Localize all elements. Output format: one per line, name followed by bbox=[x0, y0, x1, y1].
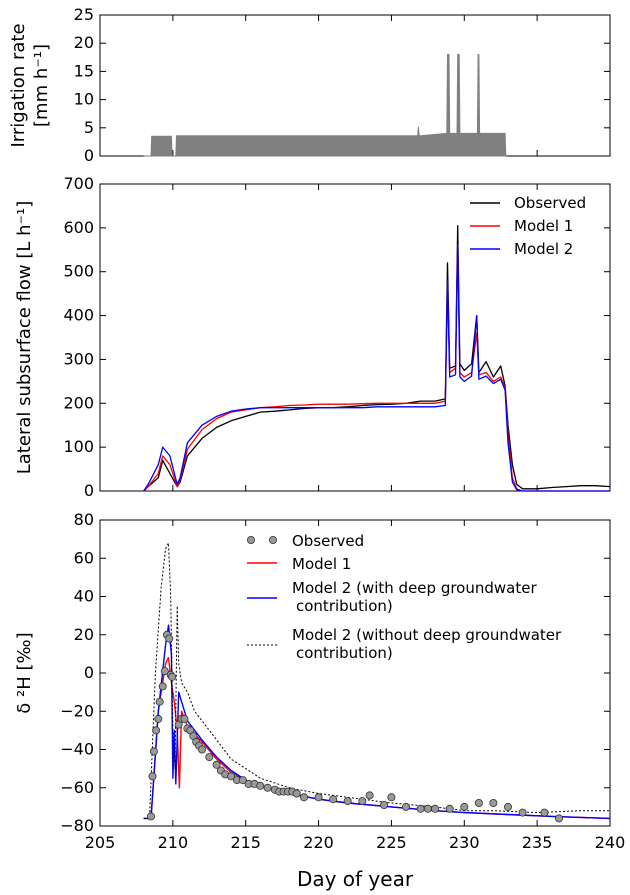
isotope-ytick-label: 60 bbox=[74, 548, 94, 567]
isotope-ytick-label: 0 bbox=[84, 663, 94, 682]
isotope-ytick-label: 80 bbox=[74, 510, 94, 529]
flow-series-model-1 bbox=[143, 244, 610, 492]
isotope-observed-point bbox=[423, 804, 432, 813]
flow-legend-label: Observed bbox=[514, 194, 586, 212]
isotope-ytick-label: −80 bbox=[60, 816, 94, 835]
isotope-xtick-label: 220 bbox=[303, 833, 334, 852]
isotope-observed-point bbox=[149, 747, 158, 756]
isotope-observed-point bbox=[503, 802, 512, 811]
isotope-ytick-label: −20 bbox=[60, 701, 94, 720]
irrigation-area bbox=[143, 54, 507, 157]
isotope-legend-label: Model 1 bbox=[292, 555, 351, 573]
isotope-observed-point bbox=[460, 802, 469, 811]
legend-line: contribution) bbox=[296, 597, 393, 615]
isotope-observed-point bbox=[314, 793, 323, 802]
irrigation-ytick-label: 25 bbox=[74, 5, 94, 24]
irrigation-ytick-label: 0 bbox=[84, 146, 94, 165]
isotope-observed-point bbox=[380, 801, 389, 810]
isotope-xtick-label: 235 bbox=[522, 833, 553, 852]
irrigation-ylabel: Irrigation rate bbox=[8, 23, 29, 147]
irrigation-ytick-label: 20 bbox=[74, 33, 94, 52]
isotope-ylabel: δ ²H [‰] bbox=[14, 632, 35, 713]
isotope-observed-point bbox=[155, 697, 164, 706]
isotope-xlabel: Day of year bbox=[297, 867, 414, 891]
isotope-observed-point bbox=[401, 802, 410, 811]
isotope-observed-point bbox=[445, 804, 454, 813]
irrigation-frame bbox=[99, 14, 611, 157]
flow-ylabel: Lateral subsurface flow [L h⁻¹] bbox=[14, 201, 35, 475]
flow-legend-label: Model 1 bbox=[514, 217, 573, 235]
isotope-observed-point bbox=[154, 714, 163, 723]
flow-ytick-label: 600 bbox=[63, 218, 94, 237]
isotope-observed-point bbox=[387, 793, 396, 802]
isotope-observed-point bbox=[212, 760, 221, 769]
isotope-ytick-label: −40 bbox=[60, 740, 94, 759]
flow-ytick-label: 200 bbox=[63, 393, 94, 412]
flow-frame bbox=[99, 183, 611, 492]
flow-ytick-label: 100 bbox=[63, 437, 94, 456]
isotope-ytick-label: −60 bbox=[60, 778, 94, 797]
isotope-xtick-label: 210 bbox=[158, 833, 189, 852]
isotope-observed-point bbox=[263, 783, 272, 792]
flow-ytick-label: 700 bbox=[63, 174, 94, 193]
isotope-xtick-label: 225 bbox=[376, 833, 407, 852]
isotope-observed-point bbox=[540, 808, 549, 817]
isotope-observed-point bbox=[416, 804, 425, 813]
irrigation-ylabel-unit: [mm h⁻¹] bbox=[31, 44, 52, 127]
isotope-observed-point bbox=[168, 672, 177, 681]
isotope-observed-point bbox=[180, 714, 189, 723]
isotope-observed-point bbox=[158, 682, 167, 691]
isotope-observed-point bbox=[152, 726, 161, 735]
isotope-observed-point bbox=[431, 804, 440, 813]
legend-line: contribution) bbox=[296, 644, 393, 662]
isotope-observed-point bbox=[148, 772, 157, 781]
isotope-xtick-label: 240 bbox=[595, 833, 626, 852]
isotope-observed-point bbox=[160, 667, 169, 676]
isotope-legend-marker bbox=[268, 536, 277, 545]
flow-series-observed bbox=[143, 225, 611, 492]
flow-ytick-label: 500 bbox=[63, 262, 94, 281]
flow-ytick-label: 0 bbox=[84, 481, 94, 500]
flow-ytick-label: 300 bbox=[63, 349, 94, 368]
isotope-observed-point bbox=[555, 814, 564, 823]
legend-line: Model 2 (with deep groundwater bbox=[292, 579, 537, 597]
legend-line: Model 2 (without deep groundwater bbox=[292, 626, 562, 644]
isotope-series-3 bbox=[143, 542, 610, 819]
isotope-ytick-label: 20 bbox=[74, 625, 94, 644]
isotope-observed-point bbox=[474, 799, 483, 808]
isotope-observed-point bbox=[197, 745, 206, 754]
isotope-xtick-label: 215 bbox=[230, 833, 261, 852]
isotope-observed-point bbox=[365, 791, 374, 800]
flow-ytick-label: 400 bbox=[63, 306, 94, 325]
isotope-legend-marker bbox=[246, 536, 255, 545]
isotope-series-1 bbox=[143, 657, 611, 820]
isotope-observed-point bbox=[205, 753, 214, 762]
isotope-observed-point bbox=[292, 789, 301, 798]
isotope-legend-label: Model 2 (without deep groundwater contrib… bbox=[292, 626, 562, 662]
flow-legend-label: Model 2 bbox=[514, 240, 573, 258]
isotope-observed-point bbox=[256, 781, 265, 790]
flow-series-model-2 bbox=[143, 244, 610, 492]
isotope-observed-point bbox=[518, 808, 527, 817]
isotope-observed-point bbox=[238, 776, 247, 785]
isotope-xtick-label: 205 bbox=[85, 833, 116, 852]
isotope-legend-label: Model 2 (with deep groundwater contributi… bbox=[292, 579, 537, 615]
isotope-observed-point bbox=[489, 799, 498, 808]
isotope-ytick-label: 40 bbox=[74, 587, 94, 606]
irrigation-ytick-label: 10 bbox=[74, 90, 94, 109]
isotope-observed-point bbox=[146, 812, 155, 821]
irrigation-ytick-label: 15 bbox=[74, 61, 94, 80]
isotope-observed-point bbox=[343, 797, 352, 806]
isotope-observed-point bbox=[165, 634, 174, 643]
irrigation-ytick-label: 5 bbox=[84, 118, 94, 137]
isotope-xtick-label: 230 bbox=[449, 833, 480, 852]
isotope-legend-label: Observed bbox=[292, 532, 364, 550]
isotope-observed-point bbox=[227, 772, 236, 781]
isotope-observed-point bbox=[299, 793, 308, 802]
isotope-observed-point bbox=[329, 795, 338, 804]
isotope-observed-point bbox=[358, 797, 367, 806]
